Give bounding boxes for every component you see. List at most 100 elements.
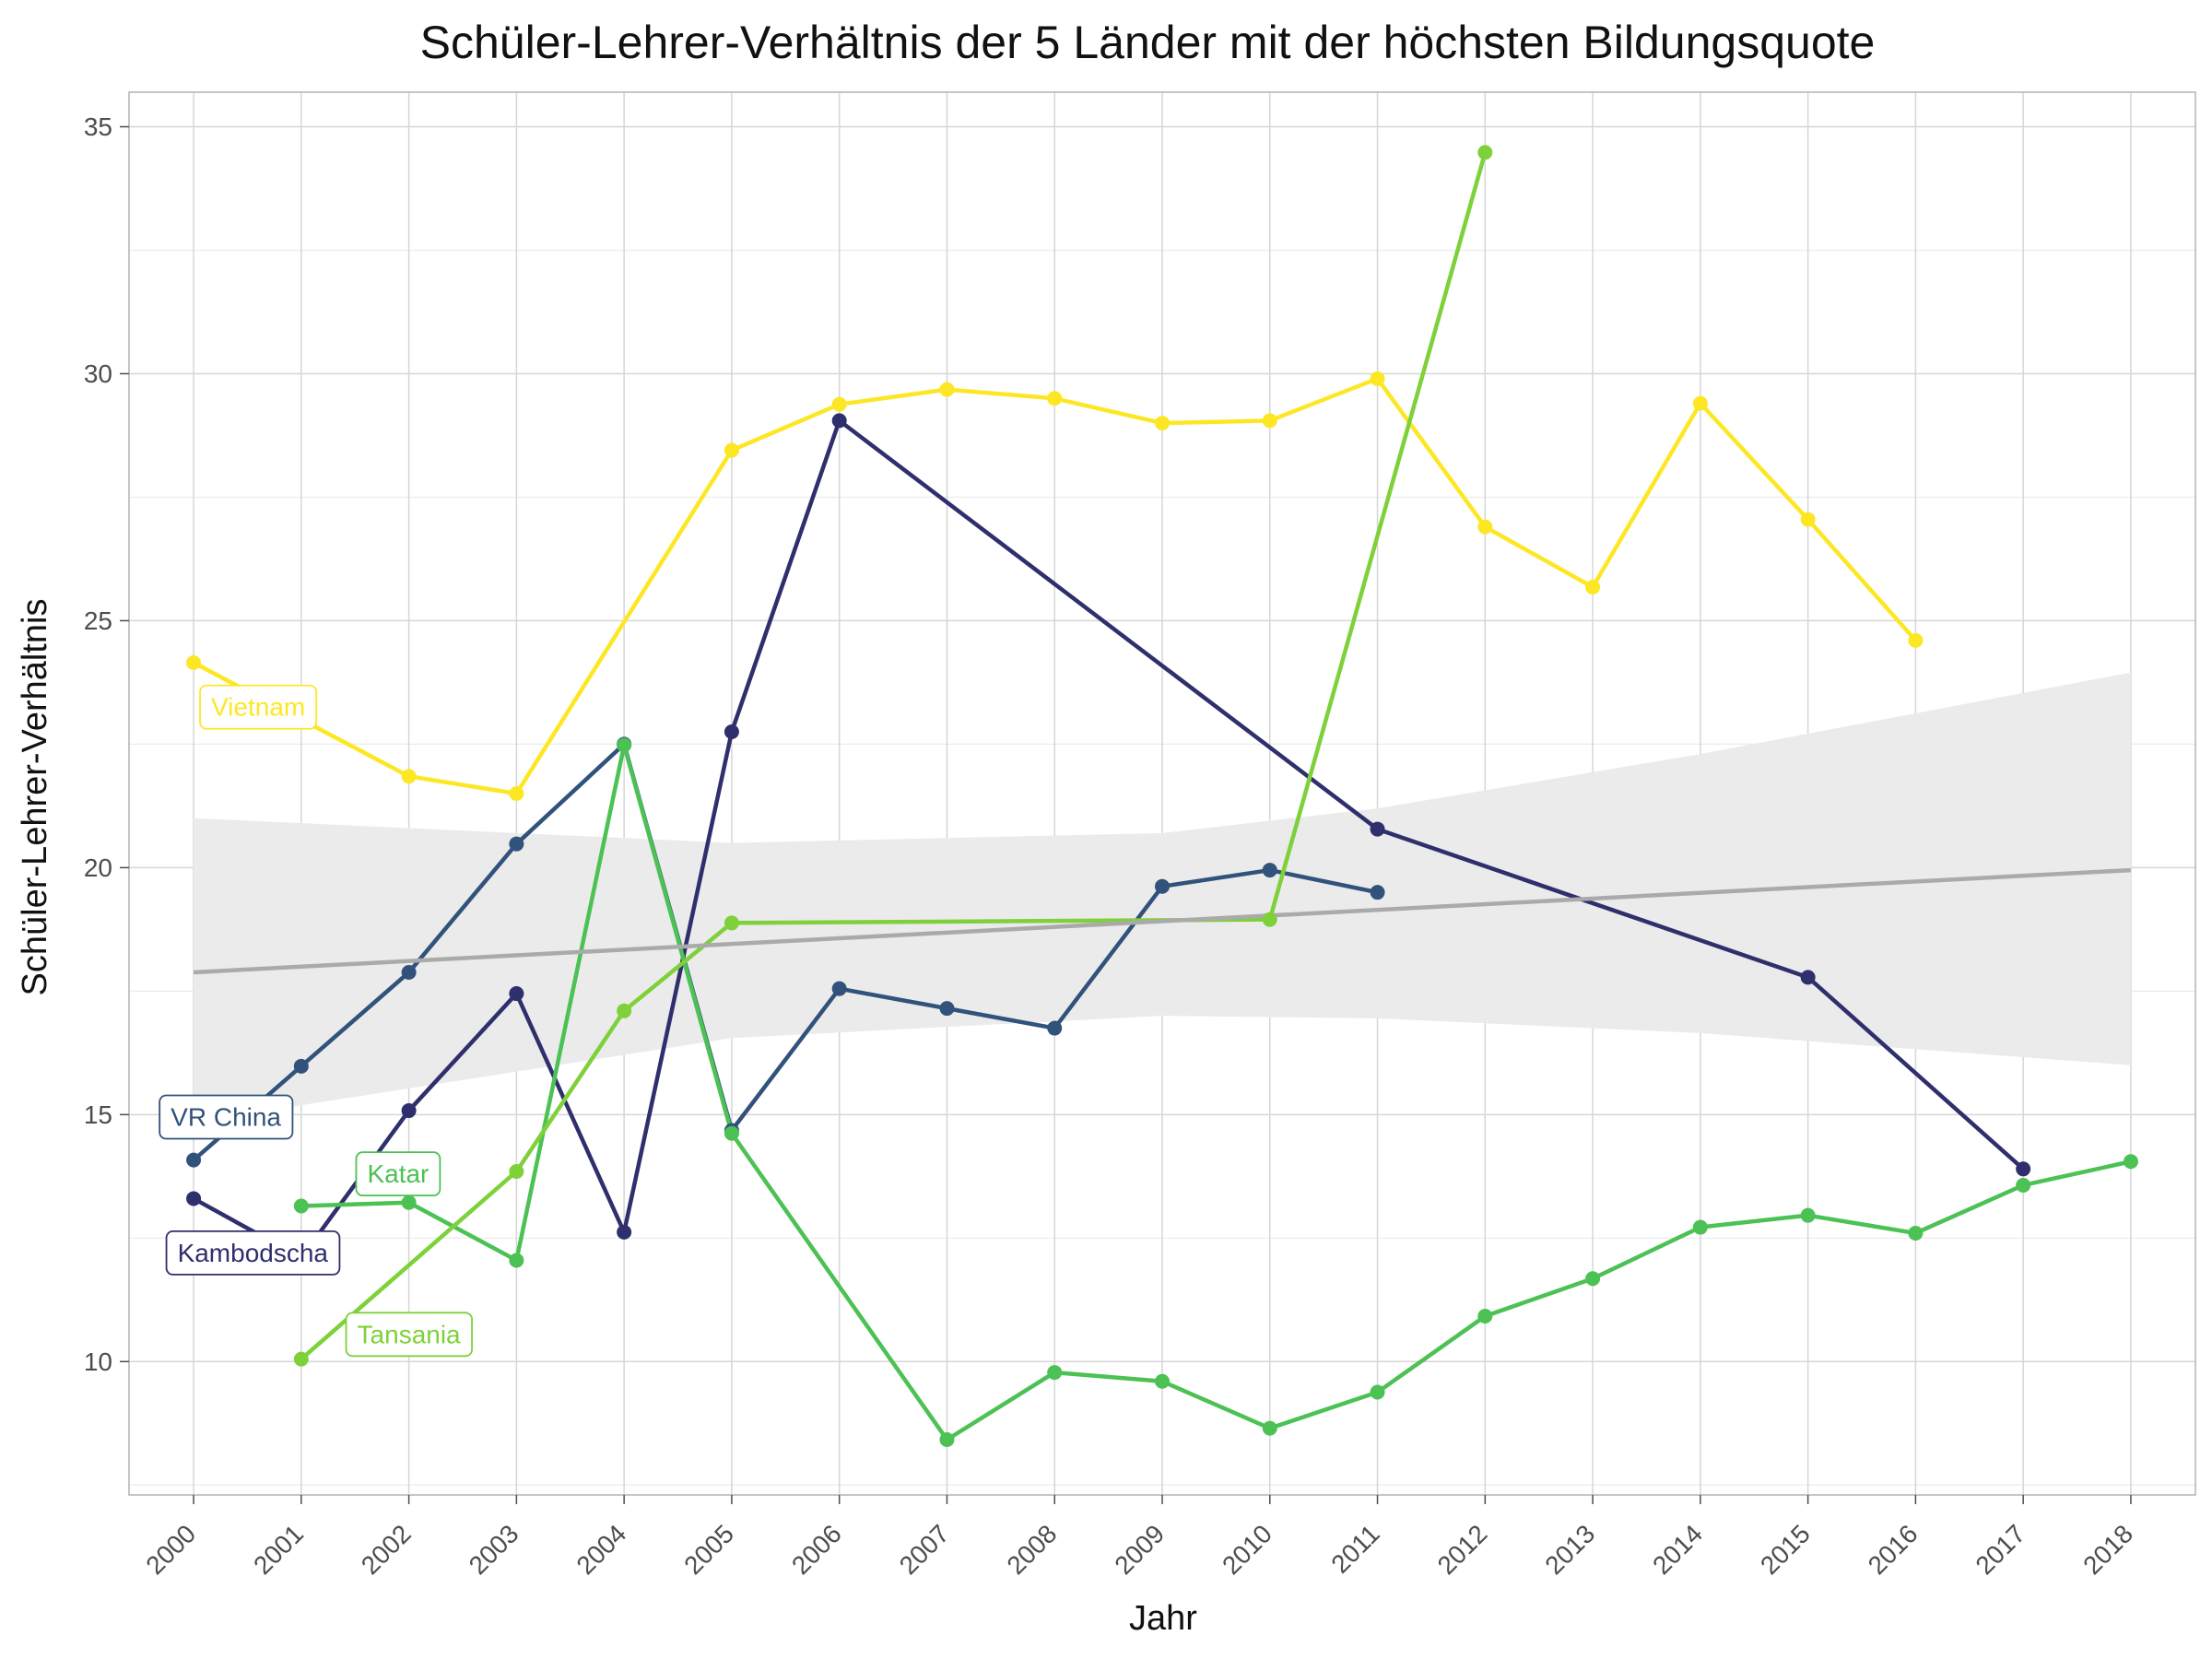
- data-point-vietnam: [401, 769, 417, 784]
- label-kambodscha: Kambodscha: [165, 1230, 341, 1276]
- x-tick-label: 2011: [1325, 1519, 1385, 1579]
- label-text-katar: Katar: [367, 1159, 429, 1188]
- data-point-kambodscha: [509, 986, 524, 1002]
- regression-line: [193, 867, 2132, 975]
- label-text-vietnam: Vietnam: [211, 693, 305, 722]
- y-axis-title: Schüler-Lehrer-Verhältnis: [16, 599, 54, 996]
- data-point-katar: [1800, 1207, 1816, 1223]
- y-tick-label: 20: [84, 853, 112, 882]
- data-point-katar: [939, 1431, 955, 1447]
- x-tick-label: 2014: [1647, 1519, 1708, 1580]
- data-point-tansania: [617, 1003, 632, 1018]
- data-point-katar: [1908, 1225, 1924, 1241]
- data-point-vr-china: [293, 1058, 309, 1074]
- label-box-vr-china: [159, 1094, 294, 1140]
- x-tick-label: 2001: [248, 1519, 309, 1580]
- data-point-katar: [1262, 1420, 1277, 1436]
- data-point-vr-china: [1370, 885, 1385, 900]
- data-point-tansania: [1477, 145, 1493, 160]
- trend-line: [193, 867, 2132, 975]
- data-point-kambodscha: [831, 413, 847, 429]
- y-tick-label: 25: [84, 606, 112, 635]
- data-points: [186, 145, 2138, 1447]
- data-point-tansania: [293, 1351, 309, 1367]
- data-point-vietnam: [1155, 416, 1170, 431]
- data-point-vr-china: [831, 981, 847, 996]
- series-line-kambodscha: [191, 418, 2026, 1261]
- data-point-tansania: [509, 1163, 524, 1179]
- label-text-kambodscha: Kambodscha: [178, 1239, 329, 1267]
- data-point-vr-china: [186, 1152, 202, 1168]
- confidence-band: [194, 672, 2131, 1123]
- y-tick-label: 15: [84, 1100, 112, 1129]
- data-point-kambodscha: [2016, 1161, 2031, 1177]
- data-point-vietnam: [1047, 391, 1063, 406]
- x-tick-label: 2012: [1432, 1519, 1493, 1580]
- data-point-tansania: [724, 915, 739, 931]
- series-line-tansania: [299, 150, 1488, 1361]
- data-point-vietnam: [1477, 519, 1493, 535]
- data-point-vr-china: [1155, 878, 1170, 894]
- data-point-kambodscha: [724, 724, 739, 740]
- data-point-kambodscha: [1800, 970, 1816, 985]
- label-tansania: Tansania: [345, 1312, 473, 1358]
- data-point-katar: [724, 1125, 739, 1141]
- data-point-katar: [509, 1253, 524, 1268]
- data-point-vr-china: [1047, 1020, 1063, 1036]
- chart-title: Schüler-Lehrer-Verhältnis der 5 Länder m…: [420, 17, 1876, 68]
- data-point-vietnam: [1908, 632, 1924, 648]
- x-tick-label: 2013: [1539, 1519, 1600, 1580]
- y-axis: 10 15 20 25 30 35: [84, 112, 129, 1376]
- confidence-band-area: [194, 672, 2131, 1123]
- data-point-katar: [293, 1198, 309, 1214]
- label-vr-china: VR China: [159, 1094, 294, 1140]
- x-tick-label: 2003: [464, 1519, 524, 1580]
- x-tick-label: 2008: [1002, 1519, 1063, 1580]
- data-point-vr-china: [1262, 863, 1277, 878]
- x-tick-label: 2017: [1970, 1519, 2030, 1580]
- x-tick-label: 2005: [678, 1519, 739, 1580]
- data-point-kambodscha: [401, 1103, 417, 1119]
- data-point-tansania: [1262, 912, 1277, 927]
- data-point-katar: [1692, 1219, 1708, 1235]
- data-point-katar: [1477, 1308, 1493, 1324]
- label-box-tansania: [345, 1312, 473, 1358]
- x-axis-title: Jahr: [1129, 1599, 1197, 1638]
- data-point-vr-china: [939, 1001, 955, 1017]
- data-point-kambodscha: [186, 1191, 202, 1206]
- data-point-katar: [2123, 1154, 2138, 1170]
- y-tick-label: 30: [84, 359, 112, 388]
- label-text-tansania: Tansania: [358, 1320, 462, 1348]
- x-tick-label: 2002: [356, 1519, 417, 1580]
- data-point-katar: [1370, 1384, 1385, 1400]
- x-tick-label: 2006: [786, 1519, 847, 1580]
- data-point-vr-china: [509, 836, 524, 852]
- label-box-katar: [355, 1151, 441, 1197]
- data-point-katar: [1155, 1373, 1170, 1389]
- data-point-vietnam: [1585, 579, 1601, 594]
- data-point-vietnam: [831, 396, 847, 412]
- data-point-vietnam: [724, 442, 739, 458]
- label-box-vietnam: [199, 684, 318, 730]
- data-point-kambodscha: [1370, 821, 1385, 837]
- x-tick-label: 2010: [1217, 1519, 1277, 1580]
- data-point-vietnam: [939, 382, 955, 397]
- data-point-vietnam: [509, 786, 524, 801]
- label-text-vr-china: VR China: [171, 1103, 281, 1132]
- label-vietnam: Vietnam: [199, 684, 318, 730]
- data-point-katar: [1585, 1271, 1601, 1287]
- data-point-vietnam: [186, 654, 202, 670]
- label-box-kambodscha: [165, 1230, 341, 1276]
- x-tick-label: 2009: [1109, 1519, 1170, 1580]
- data-point-kambodscha: [617, 1224, 632, 1240]
- series-labels: Vietnam VR China Katar Kambodscha Tansania: [159, 684, 473, 1358]
- data-point-vietnam: [1692, 395, 1708, 411]
- data-point-vietnam: [1800, 512, 1816, 527]
- x-tick-label: 2004: [571, 1519, 631, 1580]
- data-point-katar: [401, 1194, 417, 1210]
- series-line-vr-china: [191, 742, 1380, 1162]
- data-point-katar: [1047, 1365, 1063, 1381]
- label-katar: Katar: [355, 1151, 441, 1197]
- data-point-vietnam: [1370, 371, 1385, 386]
